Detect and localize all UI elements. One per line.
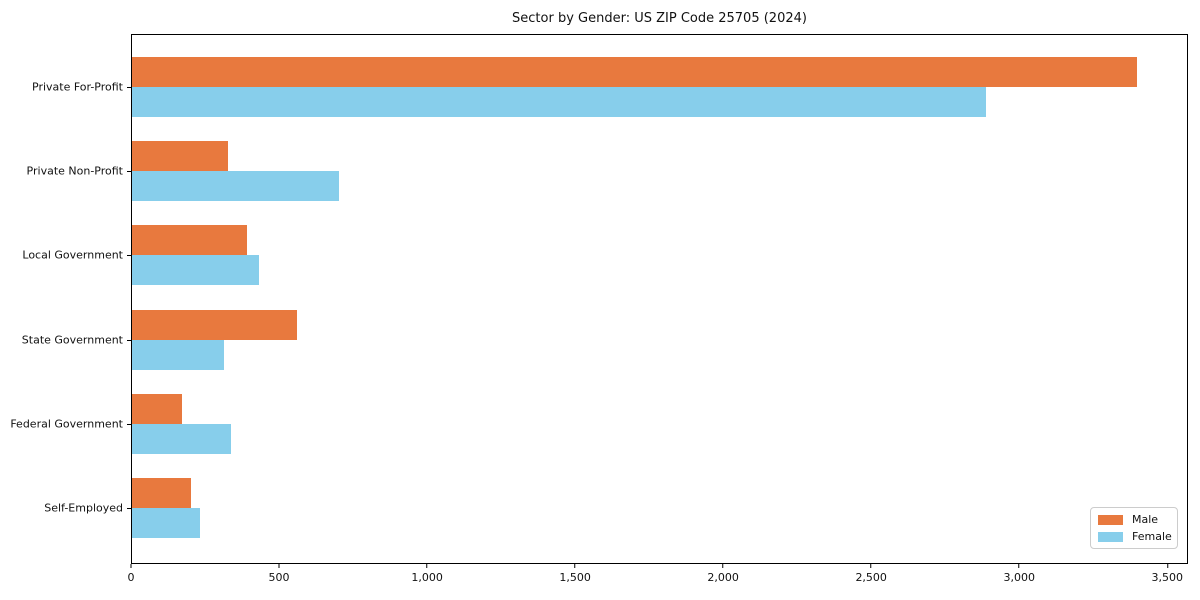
bar-female	[132, 255, 260, 286]
x-axis: 0 500 1,000 1,500 2,000 2,500 3,000 3,500	[128, 564, 1188, 594]
bar-group: Federal Government	[10, 382, 1187, 466]
x-tick-mark	[426, 564, 428, 568]
y-tick-label: Private Non-Profit	[26, 164, 123, 178]
x-tick: 3,000	[1003, 564, 1035, 584]
y-tick-mark	[127, 255, 131, 257]
x-tick-label: 2,000	[707, 571, 739, 584]
legend-swatch-female	[1098, 531, 1123, 542]
x-tick-mark	[1018, 564, 1020, 568]
x-tick-mark	[130, 564, 132, 568]
legend-label: Female	[1132, 530, 1172, 543]
chart-title: Sector by Gender: US ZIP Code 25705 (202…	[512, 11, 807, 26]
bar-male	[132, 141, 229, 172]
bar-group: Self-Employed	[44, 466, 1187, 550]
bar-female	[132, 423, 231, 454]
x-tick-mark	[1166, 564, 1168, 568]
y-tick-mark	[127, 507, 131, 509]
x-tick: 2,500	[855, 564, 887, 584]
bar-male	[132, 309, 298, 340]
x-tick: 0	[128, 564, 135, 584]
y-tick-mark	[127, 339, 131, 341]
legend-label: Male	[1132, 513, 1159, 526]
x-tick: 1,000	[411, 564, 443, 584]
y-tick-mark	[127, 87, 131, 89]
bar-female	[132, 507, 200, 538]
y-tick-label: State Government	[21, 333, 123, 347]
bar-group: Private Non-Profit	[27, 129, 1187, 213]
x-tick-label: 3,000	[1003, 571, 1035, 584]
x-tick: 1,500	[559, 564, 591, 584]
bar-male	[132, 477, 192, 508]
bar-group: Private For-Profit	[32, 45, 1187, 129]
x-tick-label: 0	[127, 571, 135, 584]
bar-male	[132, 57, 1137, 88]
y-tick-mark	[127, 423, 131, 425]
plot-area: Private For-Profit Private Non-Profit Loca…	[10, 34, 1188, 564]
legend-swatch-male	[1098, 514, 1123, 525]
x-tick-mark	[870, 564, 872, 568]
x-tick-mark	[278, 564, 280, 568]
y-tick-label: Self-Employed	[44, 501, 123, 515]
x-tick-mark	[722, 564, 724, 568]
bar-female	[132, 87, 987, 118]
legend-entry-male: Male	[1098, 513, 1170, 526]
x-tick: 3,500	[1151, 564, 1184, 584]
x-tick-label: 2,500	[855, 571, 887, 584]
bar-male	[132, 393, 183, 424]
bar-group: Local Government	[22, 213, 1187, 297]
bar-female	[132, 171, 339, 202]
y-tick-mark	[127, 171, 131, 173]
x-tick-label: 3,500	[1151, 571, 1184, 584]
x-tick-label: 1,000	[411, 571, 443, 584]
legend-entry-female: Female	[1098, 530, 1172, 543]
x-tick: 2,000	[707, 564, 739, 584]
legend: Male Female	[1090, 507, 1178, 549]
bar-group: State Government	[22, 298, 1187, 382]
x-tick-mark	[574, 564, 576, 568]
y-tick-label: Federal Government	[10, 417, 123, 431]
y-tick-label: Local Government	[22, 248, 123, 262]
bar-female	[132, 339, 224, 370]
y-tick-label: Private For-Profit	[32, 80, 123, 94]
x-tick-label: 500	[268, 571, 290, 584]
bar-male	[132, 225, 248, 256]
x-tick-label: 1,500	[559, 571, 591, 584]
x-tick: 500	[269, 564, 290, 584]
